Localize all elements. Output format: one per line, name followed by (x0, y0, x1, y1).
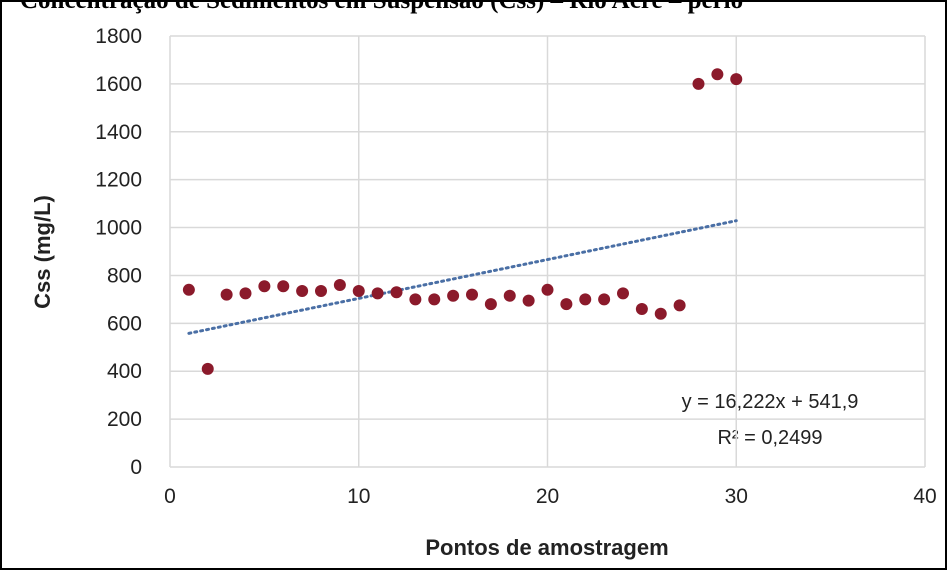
data-point (371, 287, 384, 300)
x-tick-label: 30 (725, 485, 748, 508)
data-point (711, 68, 724, 81)
data-point (635, 302, 648, 315)
data-point (692, 77, 705, 90)
y-tick-label: 0 (130, 456, 142, 479)
data-point (409, 293, 422, 306)
y-tick-label: 1600 (95, 73, 142, 96)
trendline (187, 219, 738, 335)
y-tick-label: 800 (107, 264, 142, 287)
y-tick-label: 1000 (95, 217, 142, 240)
data-point (390, 286, 403, 299)
data-point (239, 287, 252, 300)
data-point (598, 293, 611, 306)
x-axis-title: Pontos de amostragem (425, 535, 668, 560)
data-point (277, 280, 290, 293)
y-tick-label: 200 (107, 408, 142, 431)
data-point (466, 288, 478, 301)
data-point (541, 283, 554, 296)
y-axis-title: Css (mg/L) (30, 195, 55, 309)
trend-equation: y = 16,222x + 541,9 (682, 391, 859, 413)
y-tick-label: 400 (107, 360, 142, 383)
y-tick-label: 1200 (95, 169, 142, 192)
data-point (579, 293, 592, 306)
data-point (201, 362, 214, 375)
chart-title: Concentração de Sedimentos em Suspensão … (20, 0, 743, 14)
data-point (730, 73, 743, 86)
data-point (333, 279, 346, 292)
data-point (673, 299, 686, 312)
data-point (182, 283, 195, 296)
data-point (522, 294, 535, 307)
data-point (428, 293, 441, 306)
data-point (447, 289, 460, 302)
data-point (503, 289, 516, 302)
data-point (258, 280, 271, 293)
y-tick-label: 1800 (95, 25, 142, 48)
data-point (654, 307, 667, 320)
data-point (484, 298, 497, 311)
x-tick-label: 0 (164, 485, 176, 508)
x-tick-label: 20 (536, 485, 559, 508)
trend-r2: R² = 0,2499 (717, 427, 822, 449)
data-point (296, 285, 309, 298)
x-tick-label: 10 (347, 485, 370, 508)
data-point (220, 288, 233, 301)
data-point (352, 285, 365, 298)
x-tick-label: 40 (913, 485, 936, 508)
y-tick-label: 600 (107, 312, 142, 335)
y-tick-label: 1400 (95, 121, 142, 144)
data-point (617, 287, 629, 300)
data-point (315, 285, 327, 298)
data-point (560, 298, 573, 311)
